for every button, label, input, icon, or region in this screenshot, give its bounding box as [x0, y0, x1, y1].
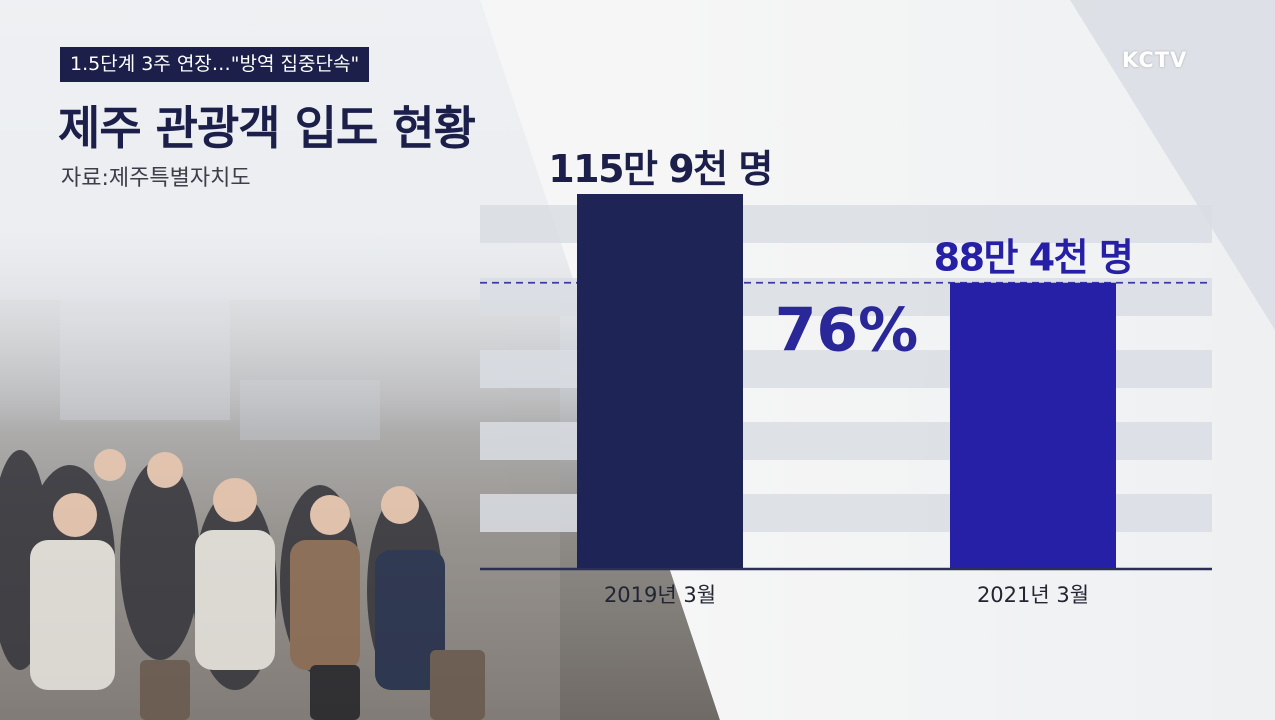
source-caption: 자료:제주특별자치도 — [61, 166, 251, 191]
ratio-label: 76% — [775, 296, 919, 366]
page-title: 제주 관광객 입도 현황 — [58, 101, 476, 155]
bar-2021 — [950, 282, 1116, 568]
data-label: 115만 9천 명 — [548, 147, 772, 191]
category-label: 2021년 3월 — [977, 583, 1089, 607]
kctv-logo: KCTV — [1122, 48, 1188, 72]
bar-2019 — [577, 194, 743, 568]
data-label: 88만 4천 명 — [934, 236, 1133, 280]
category-label: 2019년 3월 — [604, 583, 716, 607]
news-headline-tag: 1.5단계 3주 연장…"방역 집중단속" — [60, 47, 370, 82]
